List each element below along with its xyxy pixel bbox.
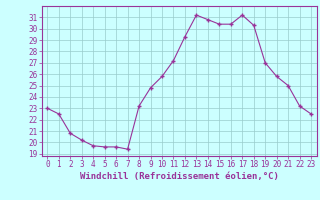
X-axis label: Windchill (Refroidissement éolien,°C): Windchill (Refroidissement éolien,°C)	[80, 172, 279, 181]
